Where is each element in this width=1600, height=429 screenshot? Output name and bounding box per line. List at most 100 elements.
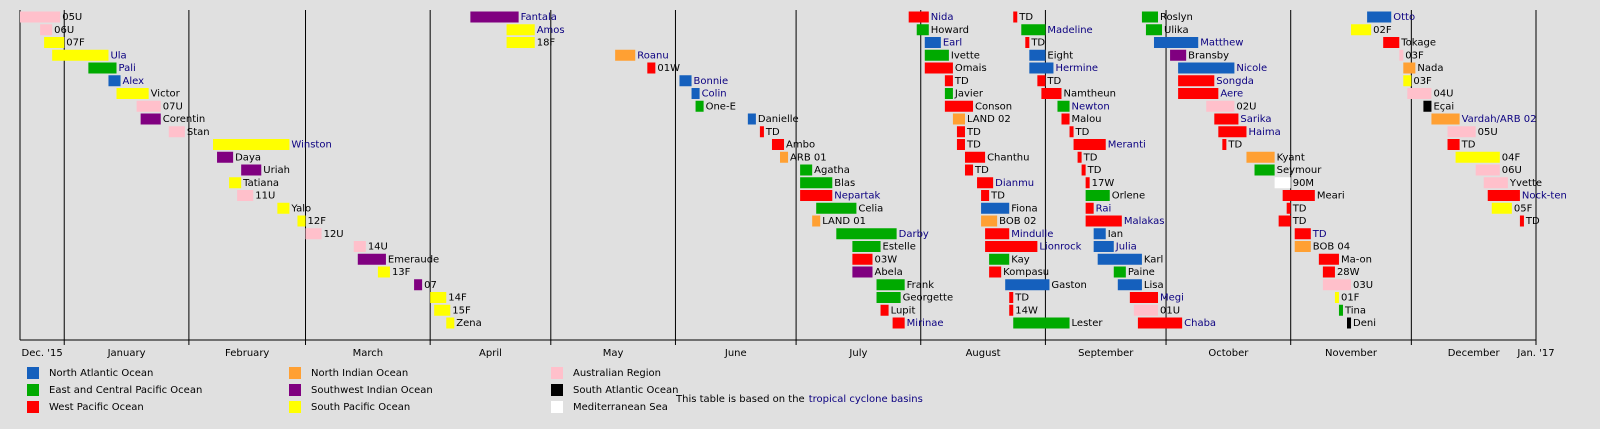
cyclone-name[interactable]: Megi [1160, 293, 1184, 304]
cyclone-name[interactable]: Songda [1216, 76, 1254, 87]
x-tick-label: May [603, 348, 624, 359]
cyclone-name: Victor [151, 89, 181, 100]
cyclone-name: TD [1030, 38, 1045, 49]
cyclone-name[interactable]: Chaba [1184, 318, 1216, 329]
cyclone-name: 05F [1514, 203, 1533, 214]
cyclone-name[interactable]: Alex [123, 76, 145, 87]
cyclone-name[interactable]: Roanu [637, 50, 668, 61]
cyclone-name[interactable]: Vardah/ARB 02 [1462, 114, 1537, 125]
cyclone-bar [1286, 202, 1291, 214]
cyclone-name[interactable]: Julia [1115, 242, 1137, 253]
cyclone-bar [1351, 24, 1372, 36]
cyclone-name: 14F [448, 293, 467, 304]
cyclone-bar [1021, 24, 1046, 36]
cyclone-name[interactable]: Lionrock [1039, 242, 1081, 253]
cyclone-name: BOB 02 [999, 216, 1036, 227]
cyclone-name: 07 [424, 280, 437, 291]
cyclone-name: Conson [975, 101, 1012, 112]
cyclone-bar [1141, 11, 1159, 23]
cyclone-name[interactable]: Nicole [1236, 63, 1267, 74]
cyclone-name[interactable]: Darby [899, 229, 929, 240]
cyclone-name: Deni [1353, 318, 1376, 329]
footnote-link[interactable]: tropical cyclone basins [809, 394, 923, 405]
cyclone-bar [892, 317, 905, 329]
cyclone-name: Yalo [290, 203, 311, 214]
cyclone-bar [876, 279, 905, 291]
legend-label: West Pacific Ocean [49, 402, 144, 413]
cyclone-name: Kompasu [1003, 267, 1049, 278]
cyclone-bar [924, 49, 949, 61]
cyclone-name[interactable]: Otto [1393, 12, 1415, 23]
x-tick-label: March [353, 348, 383, 359]
cyclone-name[interactable]: Nock-ten [1522, 191, 1567, 202]
cyclone-bar [952, 113, 965, 125]
cyclone-name: 12U [324, 229, 344, 240]
cyclone-name[interactable]: Colin [702, 89, 727, 100]
cyclone-name[interactable]: Fantala [521, 12, 557, 23]
cyclone-name[interactable]: Newton [1072, 101, 1110, 112]
cyclone-name: Gaston [1051, 280, 1086, 291]
cyclone-name[interactable]: Sarika [1240, 114, 1271, 125]
cyclone-name[interactable]: Bonnie [694, 76, 729, 87]
legend-swatch [27, 384, 39, 396]
cyclone-name[interactable]: Winston [291, 140, 331, 151]
cyclone-name[interactable]: Nida [931, 12, 954, 23]
cyclone-name[interactable]: Malakas [1124, 216, 1165, 227]
legend-label: South Pacific Ocean [311, 402, 410, 413]
cyclone-bar [108, 75, 121, 87]
cyclone-name[interactable]: Matthew [1200, 38, 1243, 49]
cyclone-name: LAND 01 [822, 216, 866, 227]
cyclone-name[interactable]: Nepartak [834, 191, 880, 202]
cyclone-bar [434, 304, 451, 316]
cyclone-name[interactable]: Haima [1248, 127, 1280, 138]
cyclone-name[interactable]: Meranti [1108, 140, 1146, 151]
footnote-text: This table is based on the [675, 394, 805, 405]
cyclone-name[interactable]: Hermine [1055, 63, 1098, 74]
cyclone-name: Namtheun [1063, 89, 1115, 100]
cyclone-bar [446, 317, 455, 329]
x-tick-label: December [1448, 348, 1501, 359]
cyclone-name[interactable]: Pali [119, 63, 136, 74]
cyclone-name: Ambo [786, 140, 815, 151]
cyclone-name[interactable]: Mirinae [907, 318, 944, 329]
cyclone-bar [985, 228, 1010, 240]
cyclone-bar [506, 37, 535, 48]
cyclone-bar [1483, 177, 1508, 189]
cyclone-bar [1278, 215, 1291, 227]
cyclone-bar [924, 37, 941, 48]
cyclone-bar [1178, 62, 1235, 74]
cyclone-name: 01F [1341, 293, 1360, 304]
cyclone-name: Kyant [1277, 152, 1305, 163]
cyclone-bar [1133, 304, 1159, 316]
cyclone-bar [615, 49, 636, 61]
cyclone-bar [816, 202, 857, 214]
x-tick-label: January [107, 348, 146, 359]
cyclone-bar [1085, 190, 1110, 201]
cyclone-name[interactable]: Amos [537, 25, 565, 36]
cyclone-bar [430, 292, 447, 303]
cyclone-bar [852, 266, 873, 278]
cyclone-name: 03F [1413, 76, 1432, 87]
cyclone-name[interactable]: Ula [110, 50, 126, 61]
cyclone-name: Danielle [758, 114, 799, 125]
cyclone-name[interactable]: Mindulle [1011, 229, 1053, 240]
cyclone-name[interactable]: Dianmu [995, 178, 1034, 189]
cyclone-name[interactable]: Madeline [1047, 25, 1092, 36]
cyclone-bar [747, 113, 756, 125]
cyclone-bar [506, 24, 535, 36]
cyclone-name: 03U [1353, 280, 1373, 291]
cyclone-bar [88, 62, 117, 74]
cyclone-name[interactable]: Earl [943, 38, 962, 49]
cyclone-name[interactable]: TD [1312, 229, 1327, 240]
cyclone-bar [1431, 113, 1460, 125]
cyclone-bar [40, 24, 53, 36]
cyclone-bar [1294, 241, 1311, 252]
cyclone-bar [989, 253, 1010, 265]
cyclone-name[interactable]: Rai [1096, 203, 1112, 214]
cyclone-name: Bransby [1188, 50, 1229, 61]
cyclone-name: Ma-on [1341, 254, 1372, 265]
cyclone-name[interactable]: Aere [1220, 89, 1243, 100]
cyclone-bar [1403, 75, 1412, 87]
cyclone-name: Karl [1144, 254, 1163, 265]
cyclone-bar [1170, 49, 1187, 61]
